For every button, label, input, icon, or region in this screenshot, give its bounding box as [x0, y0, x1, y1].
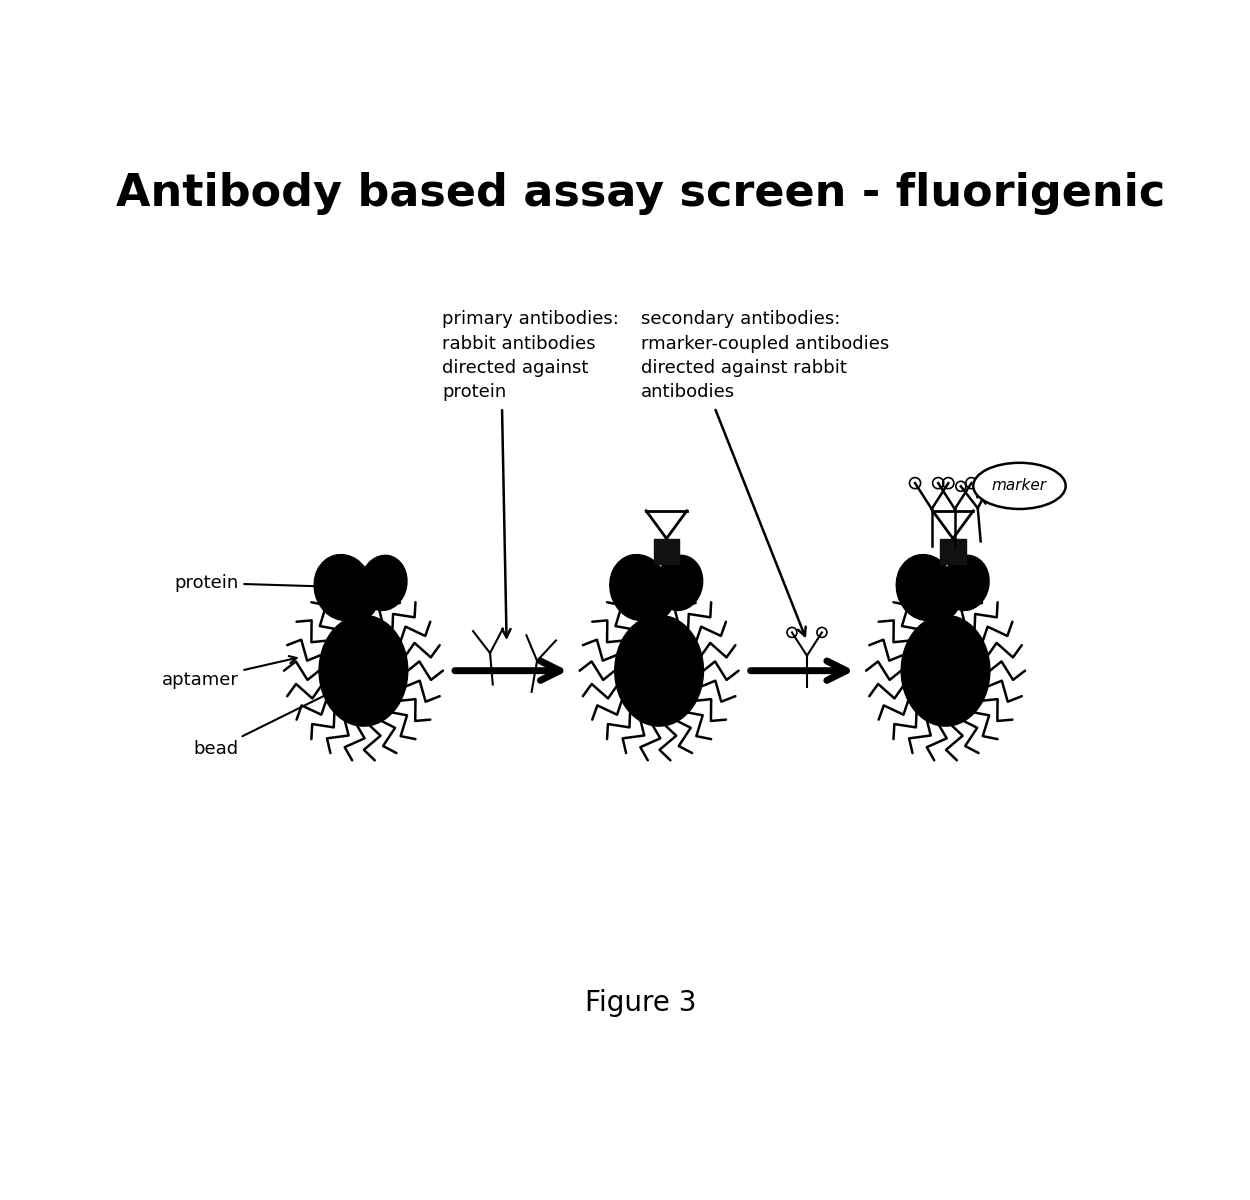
Ellipse shape — [615, 616, 704, 726]
Text: primary antibodies:
rabbit antibodies
directed against
protein: primary antibodies: rabbit antibodies di… — [442, 311, 619, 401]
Text: Antibody based assay screen - fluorigenic: Antibody based assay screen - fluorigeni… — [116, 172, 1165, 215]
Ellipse shape — [645, 586, 672, 618]
Ellipse shape — [360, 556, 408, 611]
Ellipse shape — [901, 616, 990, 726]
Ellipse shape — [319, 616, 408, 726]
Ellipse shape — [931, 586, 960, 618]
Text: marker: marker — [992, 479, 1048, 493]
Ellipse shape — [350, 586, 378, 618]
Text: Figure 3: Figure 3 — [585, 989, 696, 1018]
Ellipse shape — [942, 556, 989, 611]
Text: bead: bead — [194, 690, 336, 758]
Ellipse shape — [314, 554, 372, 620]
Bar — [940, 539, 966, 564]
Text: protein: protein — [175, 574, 354, 592]
Text: secondary antibodies:
rmarker-coupled antibodies
directed against rabbit
antibod: secondary antibodies: rmarker-coupled an… — [641, 311, 889, 401]
Ellipse shape — [896, 554, 954, 620]
Ellipse shape — [974, 463, 1066, 509]
Text: aptamer: aptamer — [161, 656, 296, 689]
Bar — [654, 539, 680, 564]
Ellipse shape — [656, 556, 702, 611]
Ellipse shape — [610, 554, 668, 620]
